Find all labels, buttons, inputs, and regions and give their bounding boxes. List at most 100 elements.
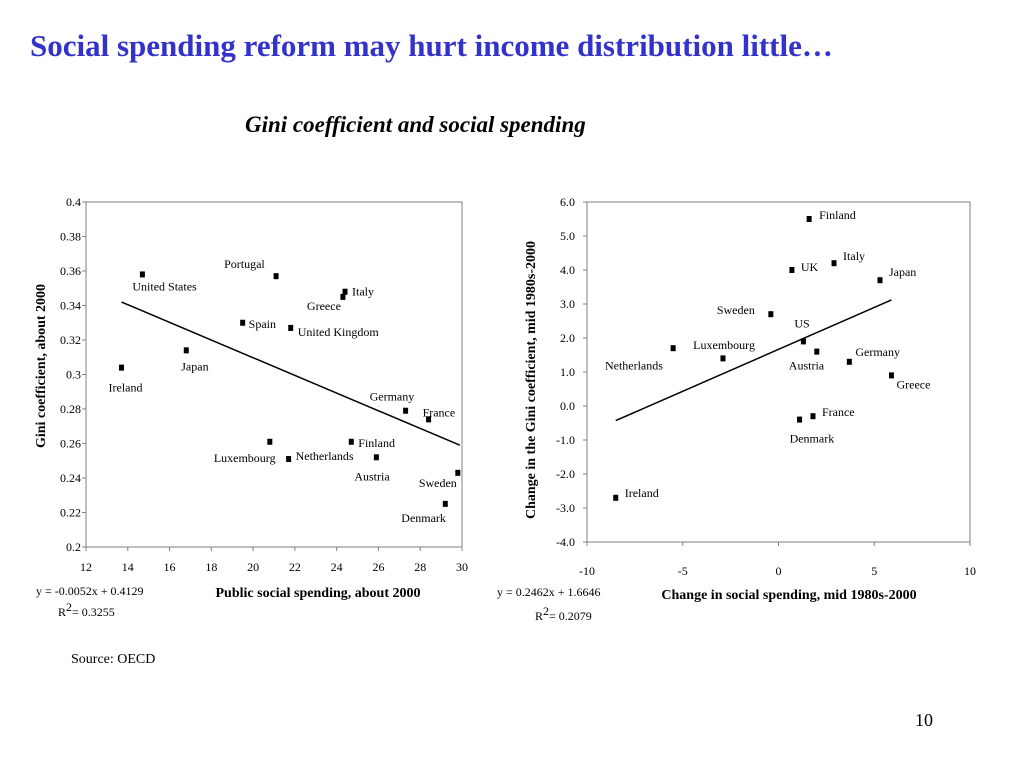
- y-axis-title: Change in the Gini coefficient, mid 1980…: [524, 241, 539, 519]
- data-point: [267, 438, 273, 445]
- data-point: [846, 358, 852, 365]
- data-point-label: Austria: [354, 469, 390, 483]
- x-tick-label: 22: [289, 560, 301, 574]
- data-point-label: Ireland: [625, 486, 659, 500]
- data-point: [768, 311, 774, 318]
- data-point: [789, 267, 795, 273]
- x-tick-label: 12: [80, 560, 92, 574]
- data-point: [720, 355, 726, 362]
- slide-title: Social spending reform may hurt income d…: [30, 28, 833, 63]
- x-tick-label: 30: [456, 560, 468, 574]
- x-tick-label: 26: [372, 560, 384, 574]
- data-point: [403, 407, 409, 414]
- data-point-label: France: [822, 405, 855, 419]
- data-point-label: Greece: [307, 299, 341, 313]
- data-point: [286, 456, 292, 463]
- x-tick-label: 14: [122, 560, 134, 574]
- y-tick-label: 6.0: [560, 195, 575, 209]
- data-point-label: Italy: [352, 285, 374, 299]
- y-tick-label: 0.36: [60, 264, 81, 278]
- data-point: [426, 416, 432, 423]
- data-point: [340, 293, 346, 300]
- data-point: [139, 271, 145, 278]
- y-tick-label: 0.22: [60, 506, 81, 520]
- data-point: [373, 454, 379, 461]
- x-tick-label: 28: [414, 560, 426, 574]
- data-point-label: Denmark: [790, 432, 835, 446]
- data-point: [442, 500, 448, 507]
- data-point-label: Luxembourg: [693, 338, 755, 352]
- x-tick-label: 24: [331, 560, 343, 574]
- data-point-label: Finland: [358, 436, 395, 450]
- r-squared-exponent: 2: [66, 600, 72, 614]
- data-point: [670, 345, 676, 352]
- r-squared-label: R: [58, 605, 66, 619]
- data-point: [797, 416, 803, 423]
- data-point-label: Denmark: [401, 511, 446, 525]
- chart-subtitle: Gini coefficient and social spending: [245, 112, 586, 137]
- data-point: [273, 273, 279, 280]
- plot-area-1: [85, 201, 463, 548]
- x-axis-title: Public social spending, about 2000: [216, 586, 421, 601]
- data-point-label: Portugal: [224, 257, 265, 271]
- data-point-label: France: [423, 405, 456, 419]
- data-point: [814, 348, 820, 355]
- data-point: [348, 438, 354, 445]
- x-tick-label: 16: [164, 560, 176, 574]
- x-tick-label: -10: [579, 564, 595, 578]
- data-point: [455, 469, 461, 476]
- y-tick-label: 3.0: [560, 297, 575, 311]
- data-point-label: Japan: [889, 265, 916, 279]
- r-squared-exponent: 2: [543, 604, 549, 618]
- regression-equation: y = 0.2462x + 1.6646: [497, 585, 601, 599]
- data-point: [810, 413, 816, 420]
- data-point-label: Luxembourg: [214, 451, 276, 465]
- y-tick-label: 0.0: [560, 399, 575, 413]
- y-tick-label: 0.28: [60, 402, 81, 416]
- x-tick-label: 20: [247, 560, 259, 574]
- y-tick-label: -4.0: [556, 535, 575, 549]
- data-point-label: Ireland: [109, 381, 143, 395]
- data-point-label: United Kingdom: [298, 325, 380, 339]
- y-tick-label: 0.2: [66, 540, 81, 554]
- data-point: [119, 364, 125, 371]
- x-tick-label: -5: [678, 564, 688, 578]
- y-tick-label: 4.0: [560, 263, 575, 277]
- y-tick-label: 2.0: [560, 331, 575, 345]
- data-point: [806, 216, 812, 222]
- data-point: [240, 319, 246, 326]
- data-point: [888, 372, 894, 379]
- data-point: [288, 324, 294, 331]
- y-tick-label: 0.34: [60, 299, 81, 313]
- x-tick-label: 5: [871, 564, 877, 578]
- x-tick-label: 18: [205, 560, 217, 574]
- data-point-label: Finland: [819, 208, 856, 222]
- data-point-label: Italy: [843, 249, 865, 263]
- data-point: [800, 338, 806, 345]
- data-point-label: US: [794, 316, 809, 330]
- data-point: [342, 288, 348, 295]
- regression-equation: y = -0.0052x + 0.4129: [36, 584, 144, 598]
- data-point-label: Germany: [855, 345, 900, 359]
- x-tick-label: 0: [776, 564, 782, 578]
- data-point-label: UK: [801, 260, 819, 274]
- data-point-label: United States: [132, 279, 197, 293]
- data-point-label: Austria: [789, 359, 825, 373]
- page-number: 10: [915, 710, 933, 730]
- y-tick-label: -1.0: [556, 433, 575, 447]
- trendline: [121, 301, 461, 446]
- data-point-label: Greece: [896, 377, 930, 391]
- x-tick-label: 10: [964, 564, 976, 578]
- y-tick-label: -2.0: [556, 467, 575, 481]
- y-tick-label: 0.4: [66, 195, 81, 209]
- x-axis-title: Change in social spending, mid 1980s-200…: [661, 588, 916, 603]
- data-point-label: Sweden: [717, 303, 755, 317]
- data-point: [877, 277, 883, 284]
- y-tick-label: 0.26: [60, 437, 81, 451]
- trendline: [615, 299, 892, 422]
- data-point: [183, 347, 189, 354]
- r-squared-label: R: [535, 609, 543, 623]
- data-point-label: Sweden: [419, 476, 457, 490]
- y-tick-label: 0.38: [60, 230, 81, 244]
